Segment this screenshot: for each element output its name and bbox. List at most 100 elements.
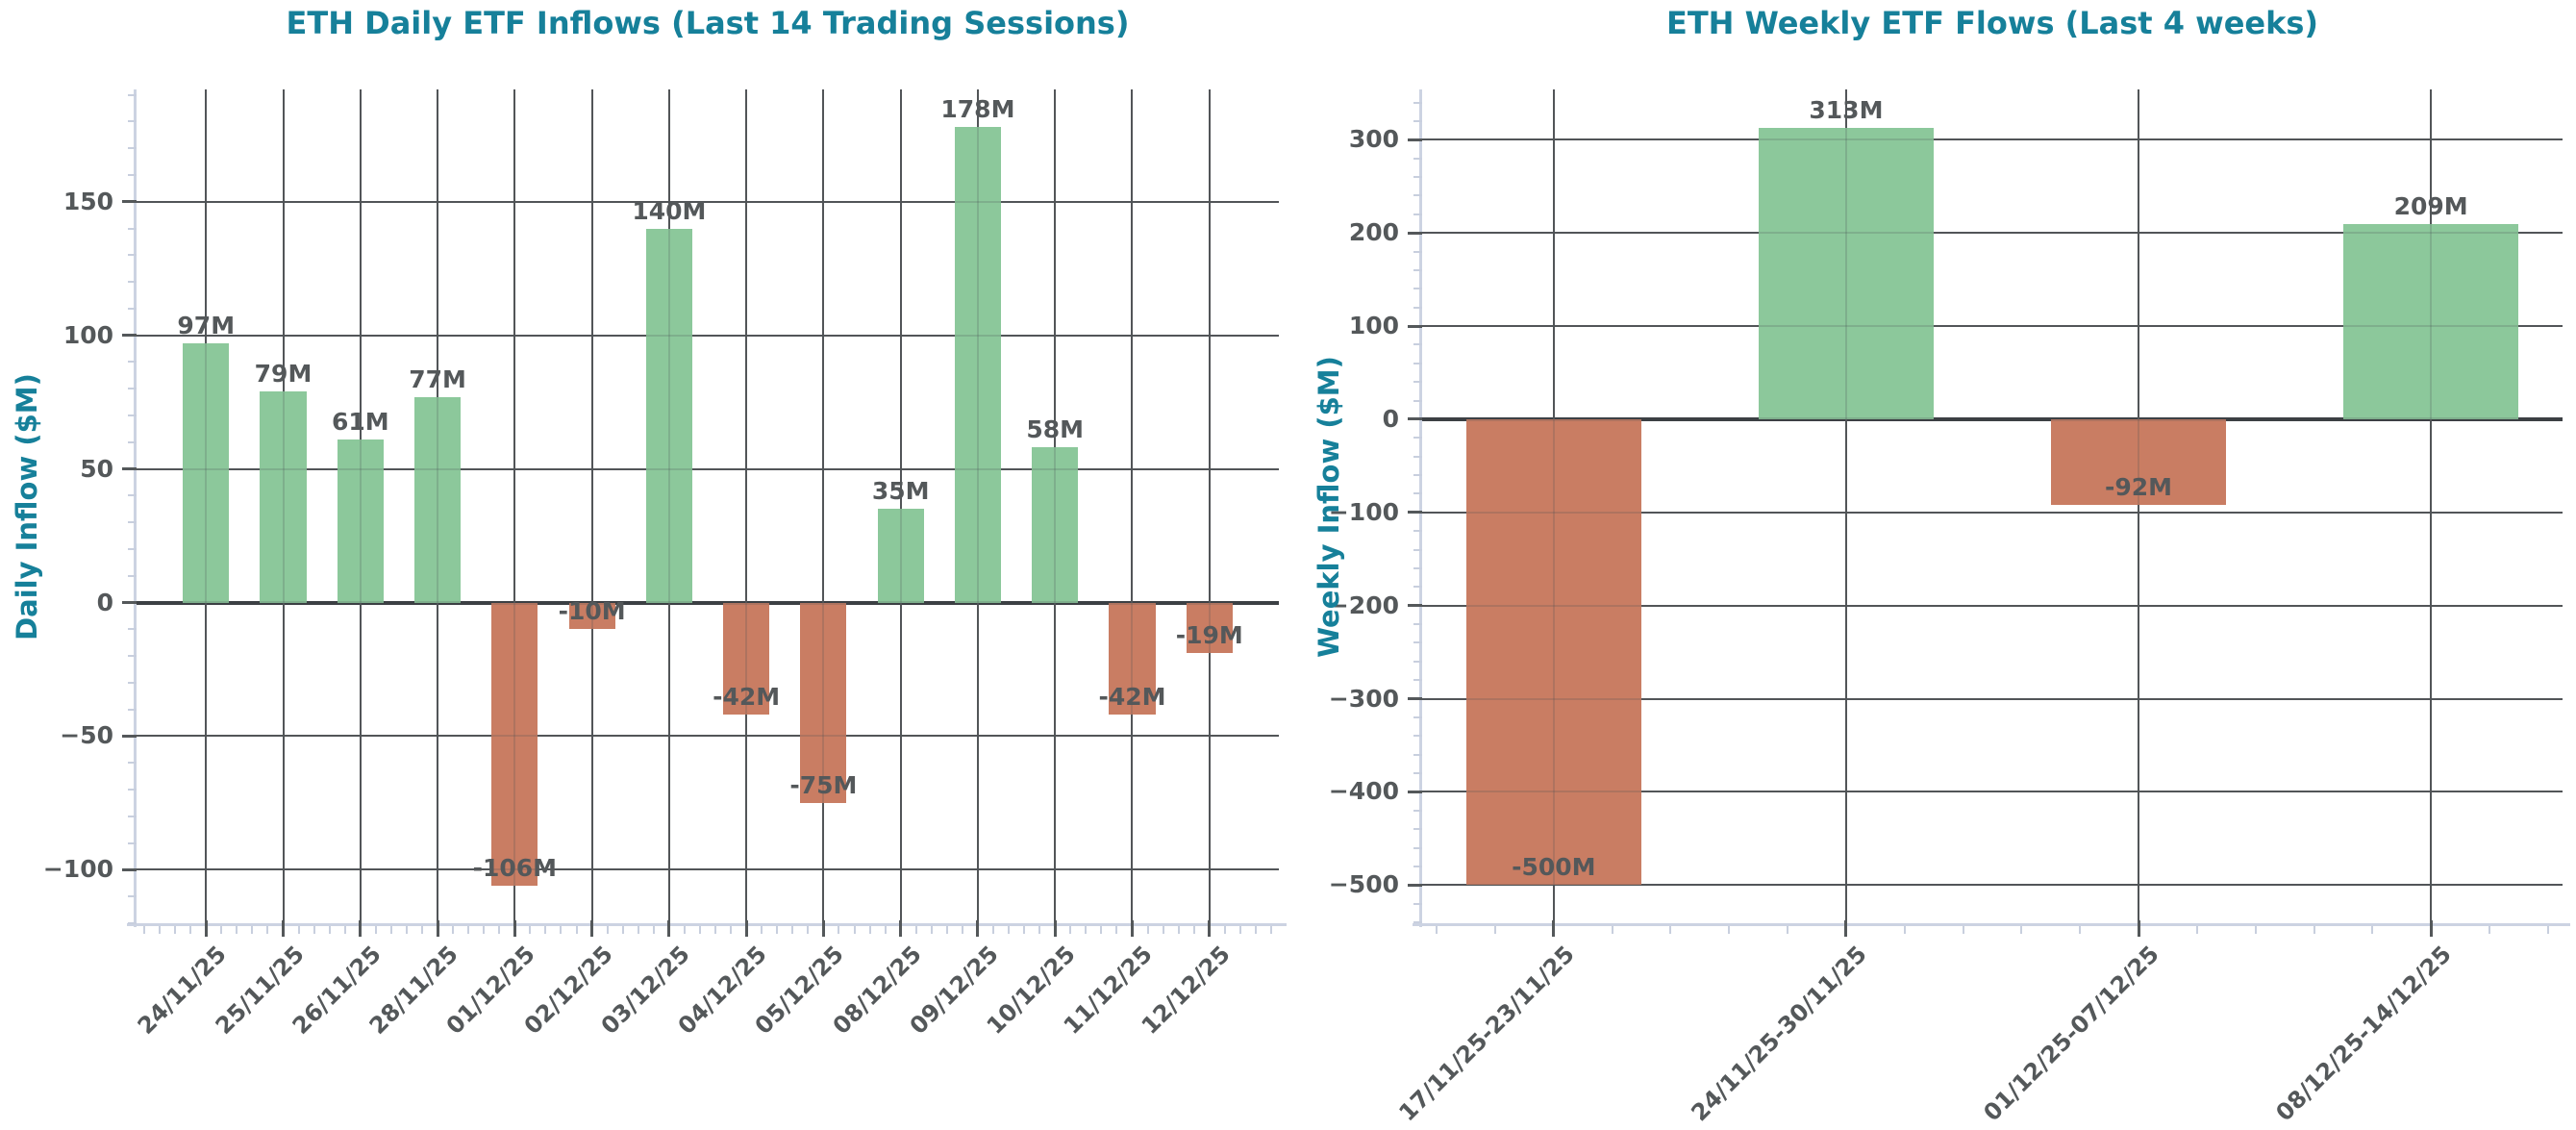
y-minor-tick [128,521,137,524]
x-minor-tick [1192,926,1195,934]
bar-value-label: -19M [1175,621,1243,650]
y-minor-tick [1413,566,1422,569]
gridline-v-overlay [899,89,902,923]
x-minor-tick [807,926,810,934]
x-minor-tick [297,926,300,934]
y-tick-mark [1408,511,1422,515]
x-minor-tick [1177,926,1180,934]
x-tick-mark [2429,920,2433,937]
axis-spine-bottom [127,923,1287,926]
y-minor-tick [128,655,137,658]
x-minor-tick [838,926,840,934]
bar-value-label: -92M [2105,473,2173,502]
y-minor-tick [128,574,137,577]
gridline-h [1422,511,2563,514]
y-tick-mark [1408,138,1422,141]
gridline-v-overlay [745,89,748,923]
y-minor-tick [1413,343,1422,346]
x-minor-tick [483,926,486,934]
x-minor-tick [2488,926,2490,934]
y-minor-tick [1413,119,1422,122]
y-minor-tick [128,440,137,443]
gridline-v-overlay [1552,89,1555,923]
y-tick-label: 200 [1348,218,1399,247]
bar [337,439,384,603]
gridline-h [1422,416,2563,421]
bar [645,228,692,603]
x-tick-label: 24/11/25-30/11/25 [1686,941,1872,1127]
x-minor-tick [389,926,392,934]
gridline-v [745,89,748,923]
gridline-v-overlay [976,89,979,923]
x-minor-tick [2195,926,2198,934]
x-tick-mark [282,920,285,937]
bar [1758,127,1935,419]
x-minor-tick [2020,926,2023,934]
y-tick-mark [1408,883,1422,887]
y-tick-label: 100 [1348,312,1399,340]
bar-value-label: 61M [331,408,389,437]
y-minor-tick [1413,846,1422,849]
bar [1186,602,1233,654]
plot-area: 150 100 50 0 −50 −100 24/11/25 25/11/25 26/11/25… [43,89,1287,1040]
x-minor-tick [560,926,563,934]
x-tick-label: 17/11/25-23/11/25 [1393,941,1580,1127]
x-tick-mark [436,920,439,937]
x-minor-tick [159,926,162,934]
gridline-v [2138,89,2140,923]
x-tick-label: 01/12/25-07/12/25 [1978,941,2164,1127]
y-minor-tick [1413,399,1422,402]
gridline-h-overlay [1422,416,2563,421]
gridline-v-overlay [282,89,285,923]
bar [1109,602,1156,716]
bar-value-label: -106M [472,854,558,883]
gridline-h-overlay [137,868,1279,871]
y-minor-tick [128,281,137,284]
y-minor-tick [128,708,137,711]
y-minor-tick [1413,362,1422,364]
axis-spine-left [1419,89,1422,927]
x-tick-mark [899,920,903,937]
x-minor-tick [606,926,609,934]
gridline-h [137,334,1279,337]
x-minor-tick [1085,926,1088,934]
bar [1032,447,1079,603]
y-minor-tick [1413,176,1422,179]
gridline-h [137,868,1279,871]
gridline-h-overlay [1422,138,2563,141]
gridline-v-overlay [822,89,825,923]
bar-value-label: 79M [254,360,313,388]
gridline-h [137,467,1279,470]
gridline-v [1131,89,1134,923]
bar [800,602,847,803]
bar-value-label: 58M [1026,415,1085,444]
gridline-h [1422,697,2563,700]
axis-spine-bottom [1413,923,2570,926]
x-minor-tick [328,926,331,934]
gridline-h-overlay [1422,791,2563,793]
y-tick-label: 0 [96,588,113,616]
y-minor-tick [1413,194,1422,197]
x-minor-tick [174,926,177,934]
y-tick-label: −300 [1328,684,1399,713]
x-tick-mark [1130,920,1134,937]
x-minor-tick [2254,926,2257,934]
x-minor-tick [1269,926,1272,934]
gridline-v-overlay [1131,89,1134,923]
x-minor-tick [683,926,686,934]
gridline-v-overlay [2138,89,2140,923]
y-tick-mark [1408,231,1422,235]
gridline-v [899,89,902,923]
gridline-h [1422,138,2563,141]
y-tick-label: −50 [60,721,113,750]
y-minor-tick [1413,530,1422,533]
y-tick-label: 150 [63,187,113,215]
x-minor-tick [992,926,994,934]
y-minor-tick [128,628,137,631]
y-minor-tick [1413,101,1422,104]
x-minor-tick [637,926,639,934]
y-tick-label: 0 [1382,404,1399,433]
gridline-v-overlay [1054,89,1057,923]
daily-etf-chart: ETH Daily ETF Inflows (Last 14 Trading S… [11,5,1287,1040]
x-minor-tick [2313,926,2315,934]
